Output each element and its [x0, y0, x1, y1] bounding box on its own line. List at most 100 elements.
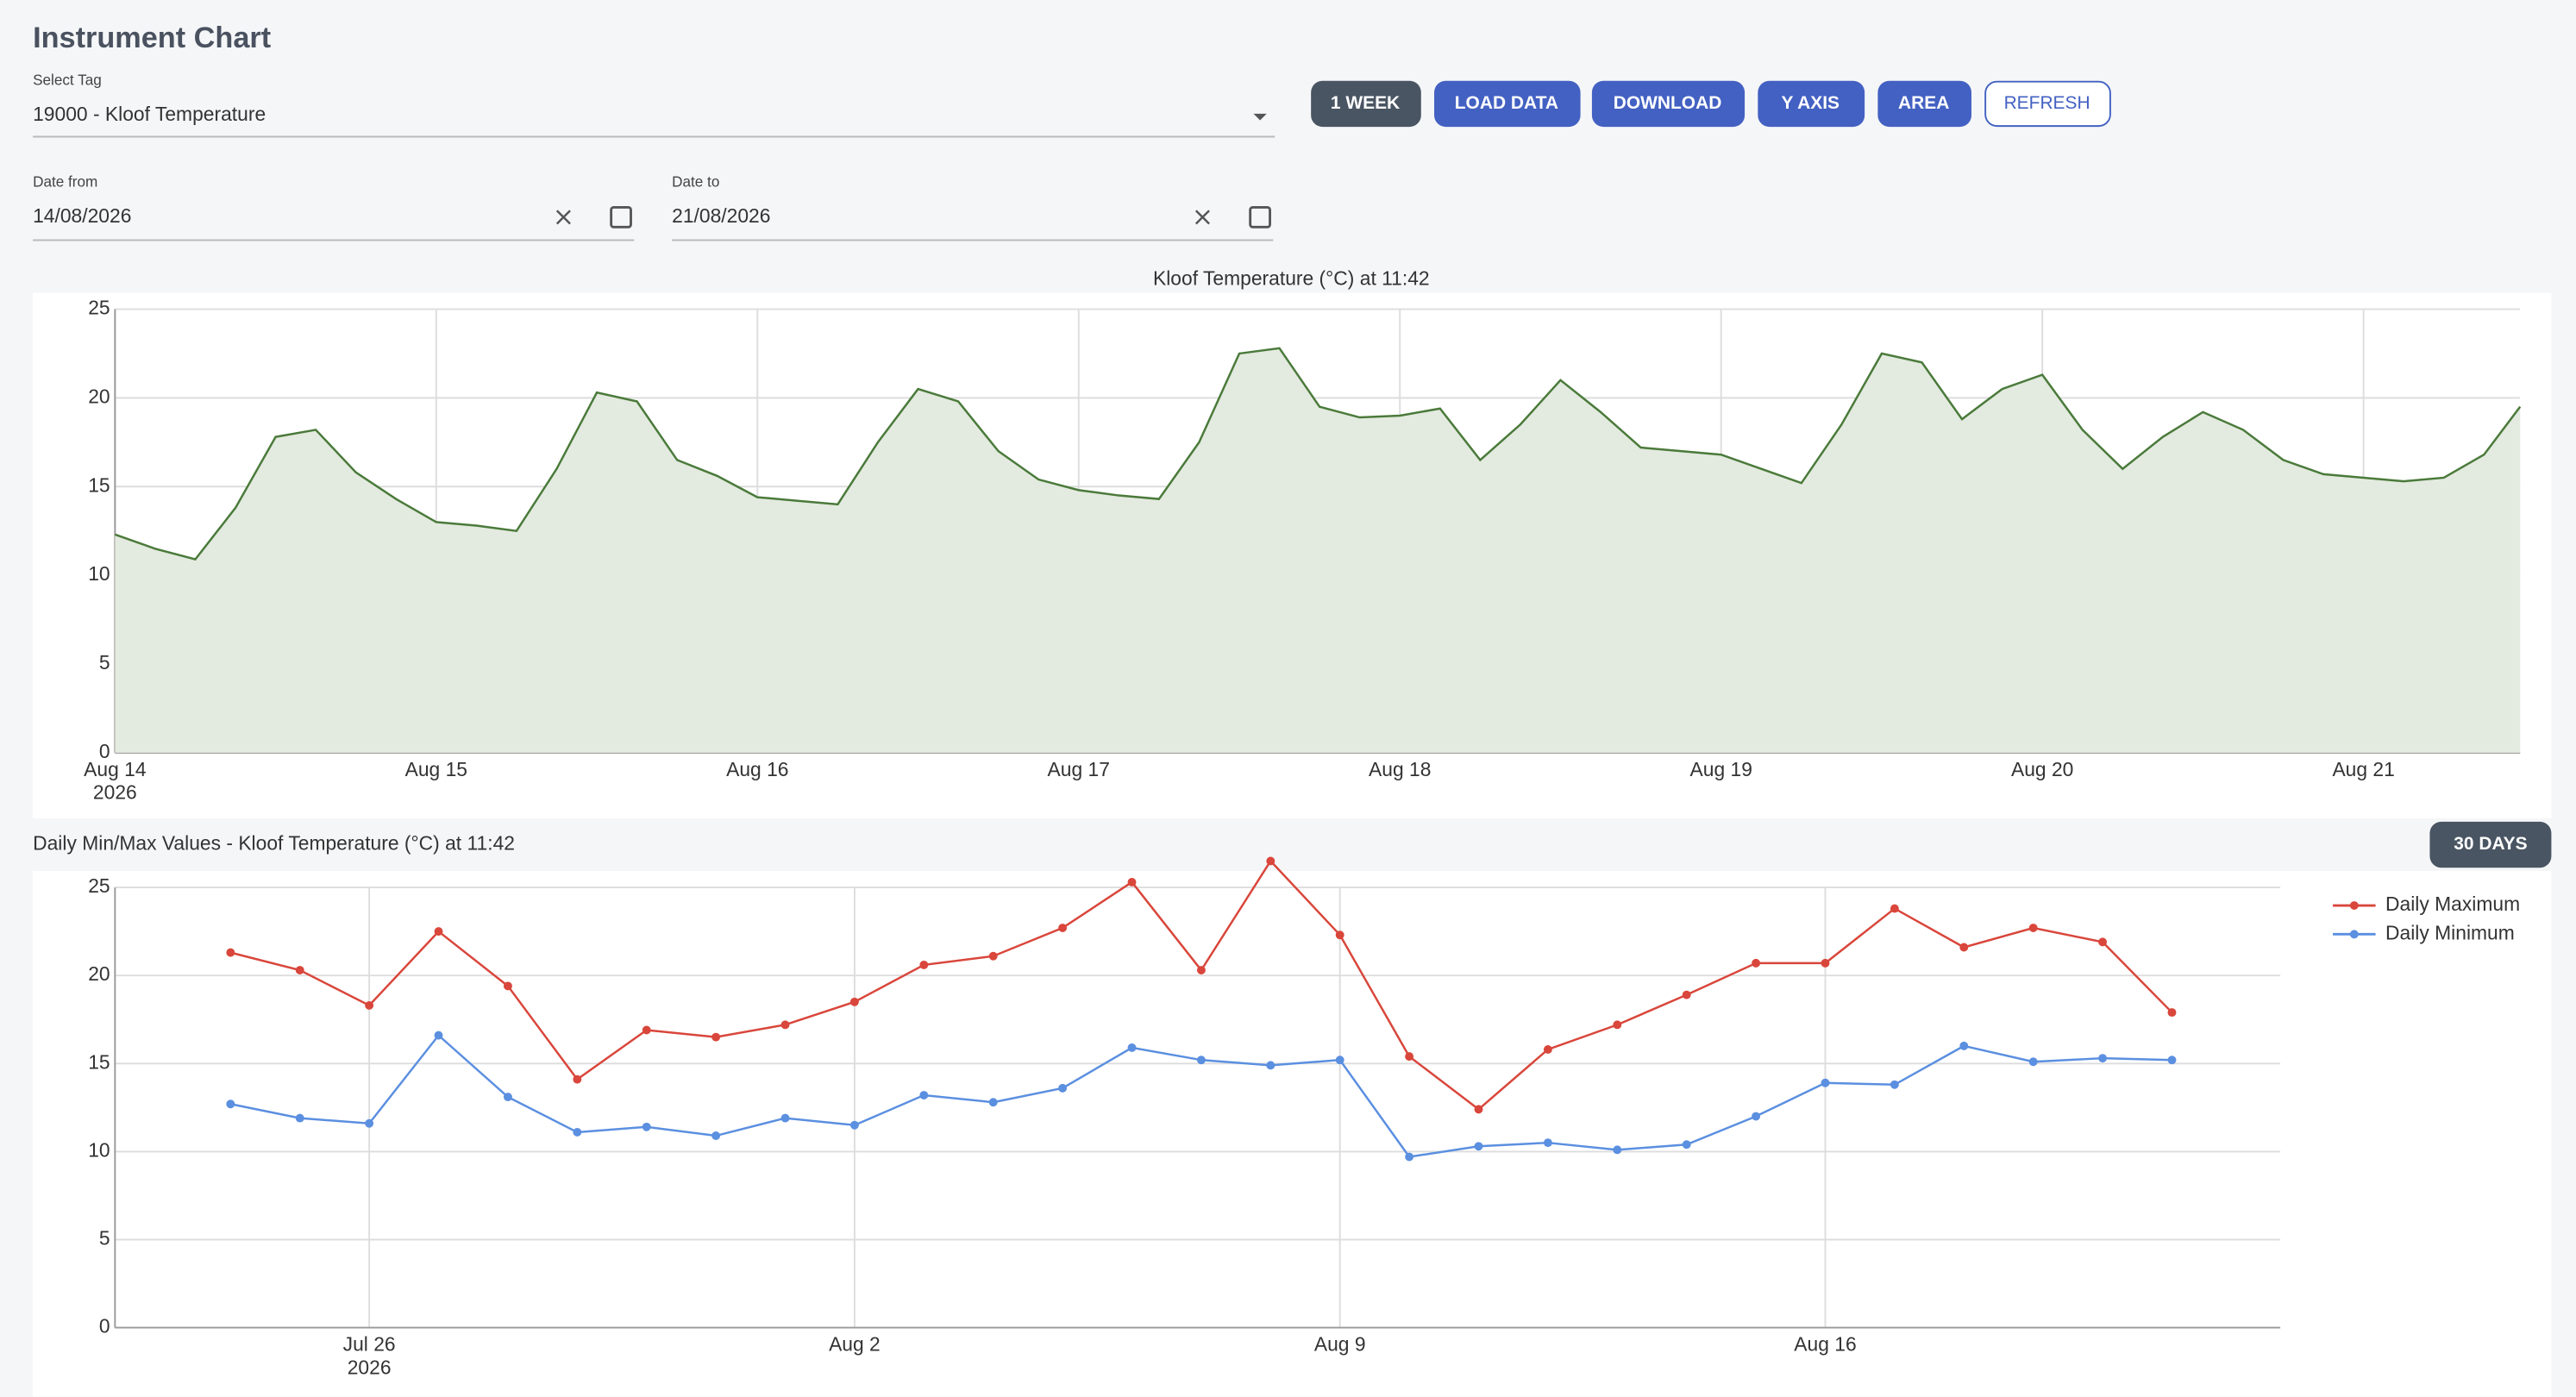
button[interactable]: 30 DAYS: [2429, 821, 2552, 868]
point: [849, 997, 859, 1006]
button[interactable]: REFRESH: [1984, 80, 2111, 128]
point: [1613, 1145, 1622, 1155]
point: [1266, 856, 1275, 866]
point: [1890, 1080, 1899, 1089]
point: [365, 1000, 374, 1010]
point: [988, 951, 998, 961]
point: [365, 1118, 374, 1128]
line: [114, 347, 2522, 561]
point: [1335, 1056, 1344, 1065]
point: [2167, 1056, 2177, 1065]
point: [919, 960, 929, 969]
legend-label: Daily Maximum: [2385, 893, 2520, 915]
x-tick-label: Aug 19: [1690, 758, 1752, 780]
y-tick-label: 20: [88, 962, 110, 985]
point: [1335, 930, 1344, 940]
x-tick-label: Aug 21: [2332, 758, 2394, 780]
point: [1543, 1044, 1552, 1054]
x-tick-label: Aug 9: [1314, 1333, 1366, 1356]
point: [1543, 1138, 1552, 1148]
y-tick-label: 0: [99, 1315, 110, 1337]
button-label[interactable]: DOWNLOAD: [1614, 93, 1722, 113]
button-label[interactable]: REFRESH: [2004, 93, 2090, 113]
point: [849, 1120, 859, 1130]
point: [1959, 1041, 1969, 1050]
point: [573, 1074, 582, 1084]
clear-icon[interactable]: [1194, 210, 1210, 225]
date-to[interactable]: 21/08/2026: [672, 204, 770, 227]
point: [1196, 1056, 1206, 1065]
chart-title: Kloof Temperature (°C) at 11:42: [1153, 266, 1430, 289]
point: [711, 1131, 721, 1140]
calendar-icon[interactable]: [1249, 205, 1271, 229]
button-label[interactable]: 1 WEEK: [1331, 93, 1400, 113]
point: [503, 981, 512, 991]
point: [642, 1122, 651, 1131]
button[interactable]: Y AXIS: [1758, 80, 1865, 128]
area: [115, 348, 2521, 753]
y-tick-label: 0: [99, 740, 110, 762]
button[interactable]: AREA: [1877, 80, 1971, 128]
point: [1127, 877, 1137, 886]
point: [434, 1031, 443, 1040]
x-tick-label: Aug 18: [1369, 758, 1431, 780]
point: [1959, 943, 1969, 952]
point: [2167, 1008, 2177, 1018]
button-label[interactable]: 30 DAYS: [2454, 834, 2527, 854]
point: [434, 927, 443, 937]
point: [1405, 1152, 1414, 1162]
point: [1821, 958, 1830, 968]
point: [2098, 1054, 2108, 1063]
button-label[interactable]: LOAD DATA: [1455, 93, 1558, 113]
point: [1821, 1078, 1830, 1087]
x-tick-label: Aug 2: [829, 1333, 881, 1356]
field-label: Select Tag: [33, 71, 102, 88]
point: [711, 1032, 721, 1042]
x-tick-label: Aug 14: [84, 758, 147, 780]
y-tick-label: 25: [88, 297, 110, 319]
date-from[interactable]: 14/08/2026: [33, 204, 131, 227]
point: [1405, 1052, 1414, 1062]
x-tick-label: Aug 15: [405, 758, 467, 780]
point: [1752, 1112, 1761, 1121]
button-label[interactable]: Y AXIS: [1782, 93, 1840, 113]
clear-icon[interactable]: [555, 210, 571, 225]
point: [226, 1099, 235, 1109]
point: [503, 1093, 512, 1102]
point: [1196, 966, 1206, 975]
button[interactable]: LOAD DATA: [1434, 80, 1581, 128]
point: [642, 1025, 651, 1035]
point: [1127, 1043, 1137, 1052]
x-tick-label: Aug 16: [726, 758, 788, 780]
point: [919, 1091, 929, 1099]
y-tick-label: 25: [88, 874, 110, 897]
point: [1474, 1142, 1483, 1151]
legend-marker: [2349, 930, 2359, 939]
button[interactable]: 1 WEEK: [1311, 80, 1421, 128]
point: [780, 1113, 790, 1123]
x-tick-label: Jul 26: [343, 1333, 396, 1356]
point: [1682, 990, 1691, 999]
y-tick-label: 15: [88, 1050, 110, 1073]
field-label: Date to: [672, 172, 719, 190]
dropdown-arrow[interactable]: [1253, 113, 1267, 121]
x-tick-label: Aug 17: [1048, 758, 1110, 780]
y-tick-label: 5: [99, 651, 110, 673]
tag-select[interactable]: 19000 - Kloof Temperature: [33, 103, 266, 125]
x-tick-label: Aug 20: [2011, 758, 2073, 780]
point: [2028, 1057, 2038, 1067]
point: [1474, 1105, 1483, 1114]
x-tick-label: Aug 16: [1794, 1333, 1856, 1356]
chart-panel: [33, 871, 2552, 1397]
point: [573, 1127, 582, 1137]
button-label[interactable]: AREA: [1898, 93, 1949, 113]
point: [1266, 1061, 1275, 1070]
point: [1752, 958, 1761, 968]
point: [1613, 1020, 1622, 1030]
legend-label: Daily Minimum: [2385, 921, 2515, 943]
button[interactable]: DOWNLOAD: [1591, 80, 1746, 128]
calendar-icon[interactable]: [610, 205, 632, 229]
legend-marker: [2349, 901, 2359, 910]
